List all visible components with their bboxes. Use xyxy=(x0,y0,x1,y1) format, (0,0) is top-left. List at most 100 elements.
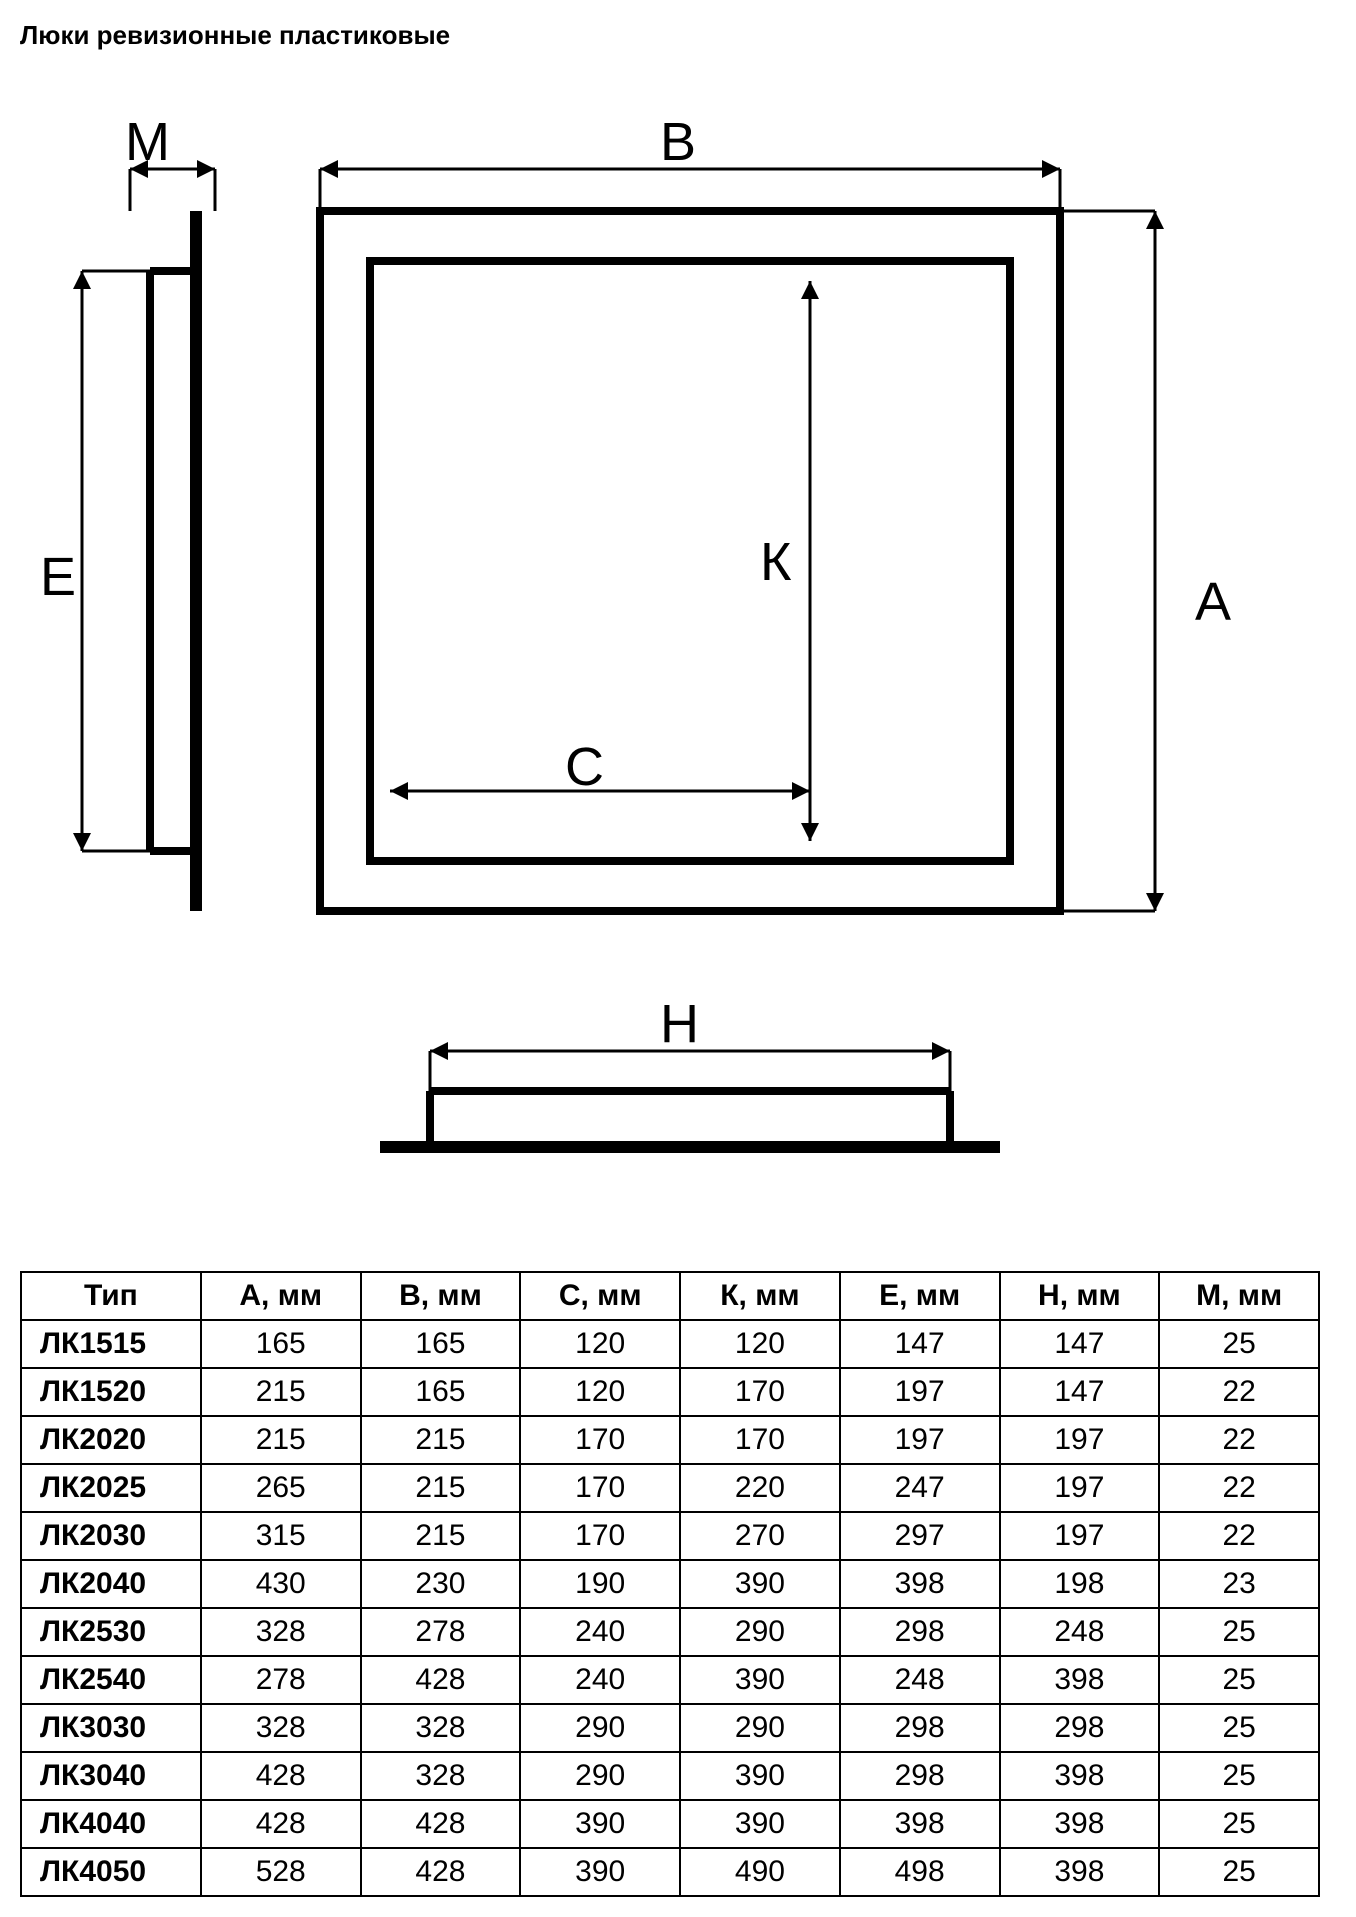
value-cell: 25 xyxy=(1159,1320,1319,1368)
value-cell: 297 xyxy=(840,1512,1000,1560)
value-cell: 430 xyxy=(201,1560,361,1608)
table-row: ЛК204043023019039039819823 xyxy=(21,1560,1319,1608)
type-cell: ЛК2540 xyxy=(21,1656,201,1704)
table-header-cell: Тип xyxy=(21,1272,201,1320)
value-cell: 428 xyxy=(361,1656,521,1704)
value-cell: 390 xyxy=(680,1656,840,1704)
value-cell: 25 xyxy=(1159,1752,1319,1800)
value-cell: 197 xyxy=(1000,1416,1160,1464)
type-cell: ЛК2040 xyxy=(21,1560,201,1608)
value-cell: 398 xyxy=(840,1800,1000,1848)
value-cell: 390 xyxy=(520,1800,680,1848)
value-cell: 247 xyxy=(840,1464,1000,1512)
value-cell: 398 xyxy=(1000,1800,1160,1848)
table-row: ЛК253032827824029029824825 xyxy=(21,1608,1319,1656)
value-cell: 298 xyxy=(840,1608,1000,1656)
value-cell: 490 xyxy=(680,1848,840,1896)
type-cell: ЛК3040 xyxy=(21,1752,201,1800)
value-cell: 215 xyxy=(361,1512,521,1560)
value-cell: 270 xyxy=(680,1512,840,1560)
value-cell: 328 xyxy=(361,1704,521,1752)
value-cell: 328 xyxy=(201,1608,361,1656)
value-cell: 428 xyxy=(201,1752,361,1800)
type-cell: ЛК2020 xyxy=(21,1416,201,1464)
type-cell: ЛК3030 xyxy=(21,1704,201,1752)
value-cell: 398 xyxy=(1000,1656,1160,1704)
value-cell: 190 xyxy=(520,1560,680,1608)
value-cell: 165 xyxy=(201,1320,361,1368)
value-cell: 528 xyxy=(201,1848,361,1896)
value-cell: 25 xyxy=(1159,1656,1319,1704)
dim-label-e: E xyxy=(40,546,76,608)
value-cell: 298 xyxy=(840,1704,1000,1752)
value-cell: 278 xyxy=(361,1608,521,1656)
value-cell: 170 xyxy=(520,1512,680,1560)
value-cell: 22 xyxy=(1159,1416,1319,1464)
value-cell: 198 xyxy=(1000,1560,1160,1608)
value-cell: 22 xyxy=(1159,1464,1319,1512)
value-cell: 240 xyxy=(520,1608,680,1656)
table-row: ЛК202526521517022024719722 xyxy=(21,1464,1319,1512)
table-row: ЛК202021521517017019719722 xyxy=(21,1416,1319,1464)
dim-label-k: К xyxy=(760,531,791,593)
diagram-svg xyxy=(20,71,1320,1251)
table-row: ЛК304042832829039029839825 xyxy=(21,1752,1319,1800)
value-cell: 25 xyxy=(1159,1704,1319,1752)
value-cell: 25 xyxy=(1159,1800,1319,1848)
value-cell: 398 xyxy=(840,1560,1000,1608)
value-cell: 215 xyxy=(361,1416,521,1464)
dim-label-m: M xyxy=(125,111,170,173)
table-row: ЛК404042842839039039839825 xyxy=(21,1800,1319,1848)
table-row: ЛК405052842839049049839825 xyxy=(21,1848,1319,1896)
value-cell: 290 xyxy=(520,1704,680,1752)
dim-label-c: С xyxy=(565,736,604,798)
value-cell: 390 xyxy=(680,1560,840,1608)
type-cell: ЛК1515 xyxy=(21,1320,201,1368)
value-cell: 147 xyxy=(840,1320,1000,1368)
value-cell: 290 xyxy=(520,1752,680,1800)
value-cell: 428 xyxy=(361,1848,521,1896)
value-cell: 220 xyxy=(680,1464,840,1512)
value-cell: 25 xyxy=(1159,1608,1319,1656)
dim-label-b: B xyxy=(660,111,696,173)
value-cell: 170 xyxy=(680,1416,840,1464)
type-cell: ЛК4040 xyxy=(21,1800,201,1848)
value-cell: 22 xyxy=(1159,1368,1319,1416)
table-row: ЛК152021516512017019714722 xyxy=(21,1368,1319,1416)
table-header-cell: А, мм xyxy=(201,1272,361,1320)
value-cell: 23 xyxy=(1159,1560,1319,1608)
value-cell: 25 xyxy=(1159,1848,1319,1896)
value-cell: 170 xyxy=(520,1416,680,1464)
table-row: ЛК303032832829029029829825 xyxy=(21,1704,1319,1752)
value-cell: 265 xyxy=(201,1464,361,1512)
value-cell: 390 xyxy=(680,1800,840,1848)
table-row: ЛК151516516512012014714725 xyxy=(21,1320,1319,1368)
value-cell: 315 xyxy=(201,1512,361,1560)
value-cell: 240 xyxy=(520,1656,680,1704)
value-cell: 147 xyxy=(1000,1368,1160,1416)
value-cell: 197 xyxy=(840,1368,1000,1416)
table-header-cell: С, мм xyxy=(520,1272,680,1320)
value-cell: 290 xyxy=(680,1704,840,1752)
value-cell: 398 xyxy=(1000,1848,1160,1896)
value-cell: 215 xyxy=(201,1416,361,1464)
value-cell: 248 xyxy=(1000,1608,1160,1656)
value-cell: 165 xyxy=(361,1368,521,1416)
technical-diagram: M B E A К С H xyxy=(20,71,1320,1251)
type-cell: ЛК4050 xyxy=(21,1848,201,1896)
value-cell: 120 xyxy=(520,1320,680,1368)
table-header-cell: М, мм xyxy=(1159,1272,1319,1320)
value-cell: 398 xyxy=(1000,1752,1160,1800)
table-header-cell: Н, мм xyxy=(1000,1272,1160,1320)
value-cell: 170 xyxy=(520,1464,680,1512)
value-cell: 22 xyxy=(1159,1512,1319,1560)
table-body: ЛК151516516512012014714725ЛК152021516512… xyxy=(21,1320,1319,1896)
page-title: Люки ревизионные пластиковые xyxy=(20,20,1336,51)
value-cell: 248 xyxy=(840,1656,1000,1704)
value-cell: 170 xyxy=(680,1368,840,1416)
value-cell: 390 xyxy=(680,1752,840,1800)
value-cell: 120 xyxy=(520,1368,680,1416)
value-cell: 328 xyxy=(361,1752,521,1800)
value-cell: 290 xyxy=(680,1608,840,1656)
value-cell: 298 xyxy=(840,1752,1000,1800)
